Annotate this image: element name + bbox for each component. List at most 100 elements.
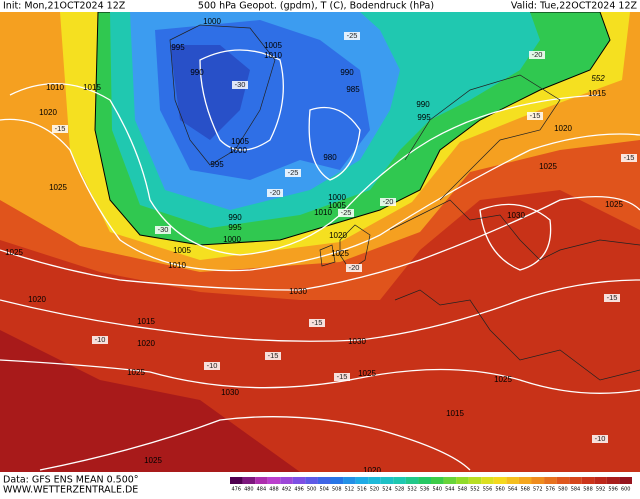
isobar-label: 980 [323, 153, 337, 162]
temperature-label-box [52, 125, 68, 133]
isobar-label: 1010 [314, 208, 332, 217]
colorbar-swatch [581, 477, 595, 484]
site-text: WWW.WETTERZENTRALE.DE [3, 485, 138, 496]
isobar-label: 1015 [446, 409, 464, 418]
isobar-label: 1000 [223, 235, 241, 244]
colorbar-swatch [418, 477, 431, 484]
coastline [169, 24, 276, 166]
colorbar-label: 580 [558, 487, 568, 493]
colorbar-label: 476 [232, 487, 242, 493]
colorbar-label: 564 [508, 487, 518, 493]
colorbar-swatch [368, 477, 381, 484]
colorbar-label: 496 [294, 487, 304, 493]
temperature-label: -15 [607, 293, 618, 302]
isobar-label: 1005 [264, 41, 282, 50]
colorbar-swatch [531, 477, 545, 484]
colorbar-label: 548 [458, 487, 468, 493]
isobar-label: 1005 [328, 201, 346, 210]
isobar-label: 1020 [137, 339, 155, 348]
isobar-label: 1005 [173, 246, 191, 255]
colorbar-label: 500 [307, 487, 317, 493]
colorbar-label: 596 [608, 487, 618, 493]
isobar-label: 1025 [5, 248, 23, 257]
temperature-label: -20 [383, 197, 394, 206]
colorbar-label: 544 [445, 487, 455, 493]
isobar-label: 1025 [144, 456, 162, 465]
temperature-label: -15 [55, 124, 66, 133]
isobar-label: 1005 [231, 137, 249, 146]
isobar-label: 1015 [588, 89, 606, 98]
colorbar-swatch [405, 477, 419, 484]
temperature-label: -25 [288, 168, 299, 177]
temperature-label: -15 [624, 153, 635, 162]
coastline [389, 199, 640, 261]
temperature-label: -10 [95, 335, 106, 344]
colorbar-swatch [355, 477, 369, 484]
init-text: Init: Mon,21OCT2024 12Z [3, 1, 126, 12]
isobar-label: 1025 [127, 368, 145, 377]
valid-text: Valid: Tue,22OCT2024 12Z [511, 1, 638, 12]
source-text: Data: GFS ENS MEAN 0.500° [3, 475, 139, 486]
colorbar-label: 588 [583, 487, 593, 493]
temperature-label: -15 [530, 111, 541, 120]
colorbar-swatch [292, 477, 306, 484]
colorbar-swatch [493, 477, 507, 484]
isobar-label: 1020 [39, 108, 57, 117]
isobar-label: 1010 [46, 83, 64, 92]
isobar-label: 1000 [229, 146, 247, 155]
temperature-label-box [334, 373, 350, 381]
isobar-label: 985 [346, 85, 360, 94]
temperature-label: -25 [347, 31, 358, 40]
colorbar-label: 592 [596, 487, 606, 493]
isobar-label: 1010 [264, 51, 282, 60]
colorbar-label: 532 [407, 487, 417, 493]
isobar-label: 1030 [507, 211, 525, 220]
colorbar-label: 484 [257, 487, 267, 493]
isobar [308, 106, 361, 181]
colorbar-swatch [606, 477, 620, 484]
isobar-label: 1020 [363, 466, 381, 475]
isobar-label: 1025 [539, 162, 557, 171]
isobar-label: 1020 [28, 295, 46, 304]
colorbar-swatch [255, 477, 268, 484]
temperature-label-box [204, 362, 220, 370]
isobar [0, 359, 640, 394]
colorbar-swatch [380, 477, 394, 484]
colorbar-label: 528 [395, 487, 405, 493]
isobar-label: 1000 [328, 193, 346, 202]
temperature-label-box [338, 209, 354, 217]
colorbar-label: 488 [269, 487, 279, 493]
isobar-label: 995 [417, 113, 431, 122]
isobar-label: 1025 [494, 375, 512, 384]
isobar [199, 49, 284, 151]
colorbar-swatch [569, 477, 582, 484]
colorbar-label: 536 [420, 487, 430, 493]
isobar-label: 1010 [168, 261, 186, 270]
colorbar-label: 552 [470, 487, 480, 493]
isobar-label: 1000 [203, 17, 221, 26]
isobar [0, 279, 640, 342]
isobar-label: 1025 [49, 183, 67, 192]
isobar-label: 990 [416, 100, 430, 109]
colorbar-swatch [305, 477, 318, 484]
temperature-label-box [346, 264, 362, 272]
temperature-label-box [529, 51, 545, 59]
isobar [9, 82, 601, 256]
coastline [339, 224, 371, 271]
temperature-label-box [527, 112, 543, 120]
isobar-label: 1025 [331, 249, 349, 258]
temperature-label-box [232, 81, 248, 89]
isobar-label: 995 [228, 223, 242, 232]
temperature-label: -30 [158, 225, 169, 234]
colorbar-swatch [230, 477, 243, 484]
colorbar-label: 512 [345, 487, 355, 493]
isobar-label: 990 [228, 213, 242, 222]
temperature-label-box [309, 319, 325, 327]
temperature-label: -25 [341, 208, 352, 217]
colorbar-label: 520 [370, 487, 380, 493]
colorbar-label: 508 [332, 487, 342, 493]
colorbar-swatch [443, 477, 457, 484]
temperature-label: -15 [268, 351, 279, 360]
